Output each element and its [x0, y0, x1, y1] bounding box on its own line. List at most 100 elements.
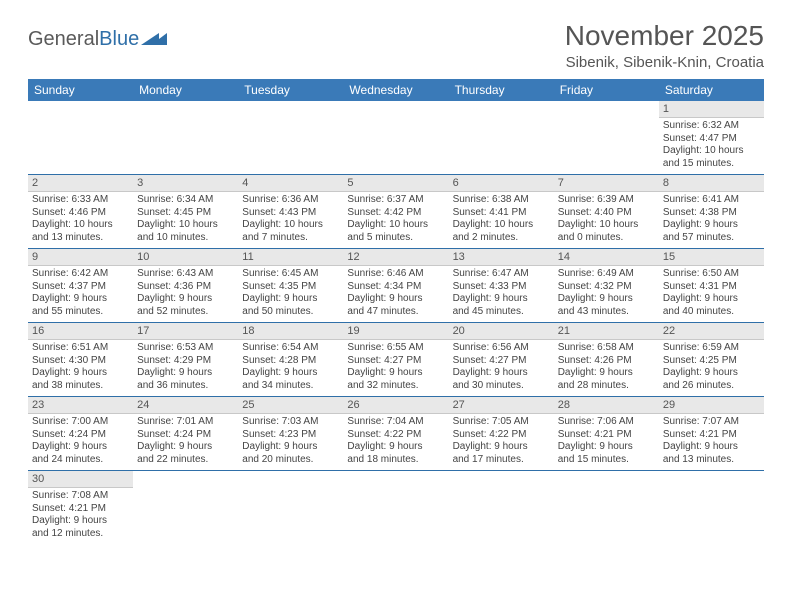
day-cell: 24Sunrise: 7:01 AMSunset: 4:24 PMDayligh…: [133, 397, 238, 471]
day-cell: 15Sunrise: 6:50 AMSunset: 4:31 PMDayligh…: [659, 249, 764, 323]
daynum-empty: [238, 471, 343, 487]
daylight1-text: Daylight: 9 hours: [242, 293, 339, 306]
sunrise-text: Sunrise: 6:56 AM: [453, 342, 550, 355]
title-block: November 2025 Sibenik, Sibenik-Knin, Cro…: [565, 20, 764, 71]
daylight1-text: Daylight: 9 hours: [32, 441, 129, 454]
daynum: 3: [133, 175, 238, 192]
daylight2-text: and 15 minutes.: [558, 454, 655, 467]
daynum: 25: [238, 397, 343, 414]
sunrise-text: Sunrise: 6:58 AM: [558, 342, 655, 355]
week-row: 16Sunrise: 6:51 AMSunset: 4:30 PMDayligh…: [28, 323, 764, 397]
day-cell: 21Sunrise: 6:58 AMSunset: 4:26 PMDayligh…: [554, 323, 659, 397]
sunset-text: Sunset: 4:21 PM: [558, 429, 655, 442]
day-cell: [133, 471, 238, 545]
daynum-empty: [133, 101, 238, 117]
dayhdr-fri: Friday: [554, 79, 659, 101]
daylight2-text: and 34 minutes.: [242, 380, 339, 393]
dayhdr-wed: Wednesday: [343, 79, 448, 101]
day-cell: 30Sunrise: 7:08 AMSunset: 4:21 PMDayligh…: [28, 471, 133, 545]
daynum: 15: [659, 249, 764, 266]
month-title: November 2025: [565, 20, 764, 52]
day-cell: 14Sunrise: 6:49 AMSunset: 4:32 PMDayligh…: [554, 249, 659, 323]
logo: GeneralBlue: [28, 28, 167, 51]
dayhdr-mon: Monday: [133, 79, 238, 101]
day-cell: [238, 471, 343, 545]
day-cell: 2Sunrise: 6:33 AMSunset: 4:46 PMDaylight…: [28, 175, 133, 249]
week-row: 30Sunrise: 7:08 AMSunset: 4:21 PMDayligh…: [28, 471, 764, 545]
daylight1-text: Daylight: 9 hours: [32, 367, 129, 380]
sunrise-text: Sunrise: 6:55 AM: [347, 342, 444, 355]
daynum: 18: [238, 323, 343, 340]
sunrise-text: Sunrise: 6:47 AM: [453, 268, 550, 281]
daylight1-text: Daylight: 9 hours: [663, 441, 760, 454]
daylight2-text: and 47 minutes.: [347, 306, 444, 319]
day-cell: 17Sunrise: 6:53 AMSunset: 4:29 PMDayligh…: [133, 323, 238, 397]
daylight1-text: Daylight: 9 hours: [453, 293, 550, 306]
daynum: 2: [28, 175, 133, 192]
daylight1-text: Daylight: 9 hours: [347, 441, 444, 454]
daynum: 19: [343, 323, 448, 340]
daynum: 26: [343, 397, 448, 414]
daylight2-text: and 22 minutes.: [137, 454, 234, 467]
sunset-text: Sunset: 4:41 PM: [453, 207, 550, 220]
daylight1-text: Daylight: 9 hours: [453, 367, 550, 380]
daylight2-text: and 45 minutes.: [453, 306, 550, 319]
day-cell: [554, 471, 659, 545]
sunset-text: Sunset: 4:37 PM: [32, 281, 129, 294]
daynum-empty: [28, 101, 133, 117]
day-cell: 16Sunrise: 6:51 AMSunset: 4:30 PMDayligh…: [28, 323, 133, 397]
sunset-text: Sunset: 4:34 PM: [347, 281, 444, 294]
sunset-text: Sunset: 4:29 PM: [137, 355, 234, 368]
sunrise-text: Sunrise: 6:34 AM: [137, 194, 234, 207]
daylight1-text: Daylight: 10 hours: [347, 219, 444, 232]
sunrise-text: Sunrise: 7:08 AM: [32, 490, 129, 503]
day-cell: 25Sunrise: 7:03 AMSunset: 4:23 PMDayligh…: [238, 397, 343, 471]
daynum: 14: [554, 249, 659, 266]
daylight2-text: and 13 minutes.: [32, 232, 129, 245]
sunset-text: Sunset: 4:21 PM: [663, 429, 760, 442]
sunrise-text: Sunrise: 6:51 AM: [32, 342, 129, 355]
sunset-text: Sunset: 4:38 PM: [663, 207, 760, 220]
daylight2-text: and 0 minutes.: [558, 232, 655, 245]
daylight1-text: Daylight: 9 hours: [32, 515, 129, 528]
daylight2-text: and 17 minutes.: [453, 454, 550, 467]
daynum: 5: [343, 175, 448, 192]
day-cell: [659, 471, 764, 545]
day-cell: [28, 101, 133, 175]
sunrise-text: Sunrise: 6:46 AM: [347, 268, 444, 281]
daylight2-text: and 24 minutes.: [32, 454, 129, 467]
sunset-text: Sunset: 4:22 PM: [347, 429, 444, 442]
daylight1-text: Daylight: 9 hours: [347, 293, 444, 306]
daylight1-text: Daylight: 9 hours: [558, 367, 655, 380]
daylight1-text: Daylight: 10 hours: [137, 219, 234, 232]
sunrise-text: Sunrise: 7:04 AM: [347, 416, 444, 429]
day-cell: 18Sunrise: 6:54 AMSunset: 4:28 PMDayligh…: [238, 323, 343, 397]
day-cell: [238, 101, 343, 175]
sunset-text: Sunset: 4:36 PM: [137, 281, 234, 294]
sunrise-text: Sunrise: 6:38 AM: [453, 194, 550, 207]
sunset-text: Sunset: 4:22 PM: [453, 429, 550, 442]
daylight2-text: and 2 minutes.: [453, 232, 550, 245]
calendar-table: Sunday Monday Tuesday Wednesday Thursday…: [28, 79, 764, 544]
daylight2-text: and 40 minutes.: [663, 306, 760, 319]
day-cell: [343, 471, 448, 545]
daylight2-text: and 57 minutes.: [663, 232, 760, 245]
daylight2-text: and 28 minutes.: [558, 380, 655, 393]
sunrise-text: Sunrise: 7:01 AM: [137, 416, 234, 429]
sunrise-text: Sunrise: 6:32 AM: [663, 120, 760, 133]
daylight2-text: and 26 minutes.: [663, 380, 760, 393]
day-cell: 11Sunrise: 6:45 AMSunset: 4:35 PMDayligh…: [238, 249, 343, 323]
day-cell: 19Sunrise: 6:55 AMSunset: 4:27 PMDayligh…: [343, 323, 448, 397]
day-cell: 23Sunrise: 7:00 AMSunset: 4:24 PMDayligh…: [28, 397, 133, 471]
daynum: 23: [28, 397, 133, 414]
sunrise-text: Sunrise: 6:33 AM: [32, 194, 129, 207]
daynum-empty: [449, 471, 554, 487]
daylight1-text: Daylight: 9 hours: [32, 293, 129, 306]
week-row: 23Sunrise: 7:00 AMSunset: 4:24 PMDayligh…: [28, 397, 764, 471]
daynum-empty: [343, 471, 448, 487]
daynum: 9: [28, 249, 133, 266]
daynum-empty: [554, 101, 659, 117]
sunset-text: Sunset: 4:30 PM: [32, 355, 129, 368]
day-cell: [554, 101, 659, 175]
day-cell: 22Sunrise: 6:59 AMSunset: 4:25 PMDayligh…: [659, 323, 764, 397]
